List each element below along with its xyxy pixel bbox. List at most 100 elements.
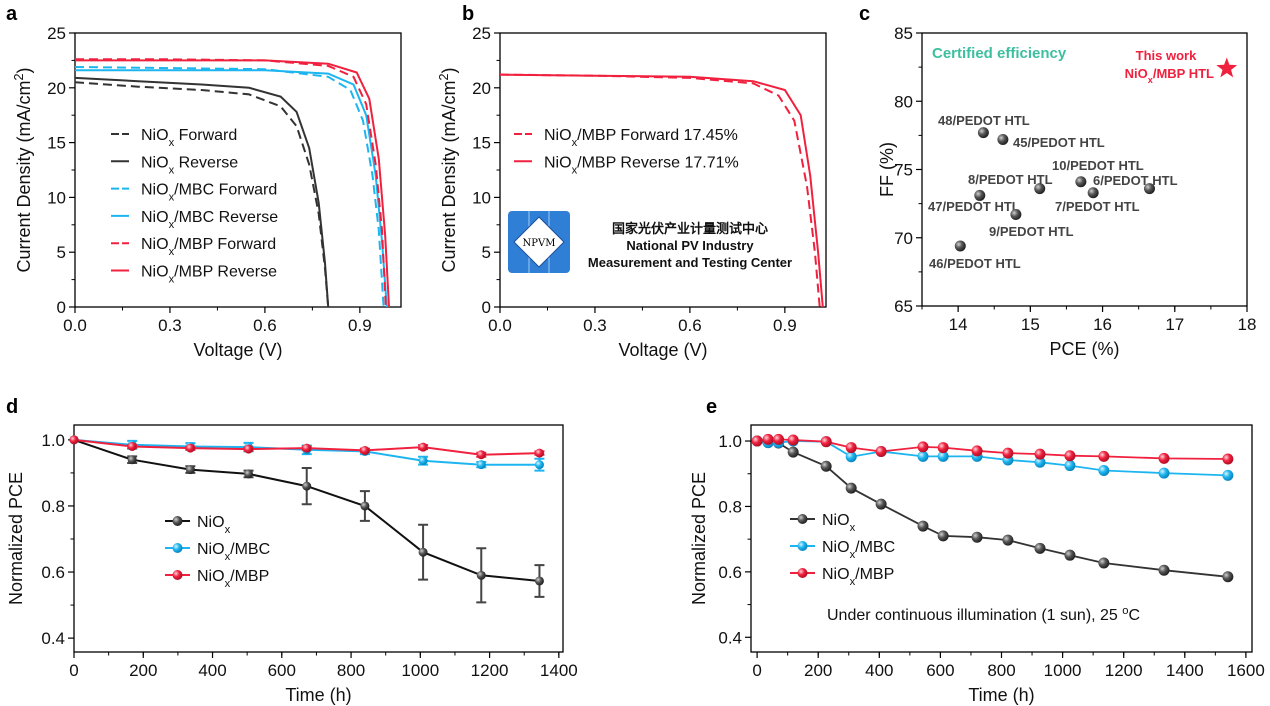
data-point: [1222, 571, 1234, 583]
legend-label: NiOx/MBP Forward 17.45%: [544, 127, 738, 149]
npvm-logo: NPVM: [508, 211, 570, 273]
scatter-point: [977, 127, 989, 139]
data-point: [875, 498, 887, 510]
legend-marker: [797, 514, 808, 524]
panel-label: b: [462, 3, 474, 25]
x-tick-label: 400: [865, 661, 893, 680]
y-axis-title: Current Density (mA/cm2): [12, 67, 34, 272]
y-tick-label: 0.6: [41, 563, 65, 582]
test-condition-annotation: Under continuous illumination (1 sun), 2…: [827, 605, 1140, 624]
x-tick-label: 0.0: [63, 316, 87, 335]
legend-marker: [172, 516, 183, 526]
legend-label: NiOx Reverse: [141, 154, 238, 176]
y-axis-title: Normalized PCE: [689, 472, 709, 605]
x-tick-label: 0.3: [583, 316, 607, 335]
y-tick-label: 5: [57, 243, 66, 262]
data-point: [244, 444, 254, 454]
legend-marker: [172, 543, 183, 553]
panel-d: 0 200 400 600 800 1000 1200 1400 0.4 0.6 0.8 1.0 Tim…: [6, 396, 578, 705]
x-tick-label: 1600: [1227, 661, 1265, 680]
data-point: [360, 445, 370, 455]
scatter-point-label: 46/PEDOT HTL: [929, 256, 1021, 271]
x-tick-label: 1400: [540, 661, 578, 680]
data-point: [302, 443, 312, 453]
panel-b: 0.0 0.3 0.6 0.9 0 5 10 15 20 25 Voltage (V) Current…: [437, 3, 827, 360]
jv-curve: [75, 69, 388, 308]
y-tick-label: 15: [472, 134, 491, 153]
jv-curve: [75, 59, 390, 308]
scatter-point-label: 9/PEDOT HTL: [989, 224, 1074, 239]
scatter-point: [1010, 209, 1022, 221]
x-tick-label: 200: [129, 661, 157, 680]
data-point: [820, 436, 832, 448]
series-line: [756, 440, 1228, 578]
data-point: [302, 481, 312, 491]
data-point: [845, 451, 857, 463]
x-tick-label: 1200: [1105, 661, 1143, 680]
scatter-point: [1034, 183, 1046, 195]
jv-curve: [74, 76, 330, 308]
data-point: [534, 448, 544, 458]
scatter-point-label: 48/PEDOT HTL: [938, 113, 1030, 128]
data-point: [1098, 450, 1110, 462]
data-point: [1064, 549, 1076, 561]
x-tick-label: 17: [1165, 315, 1184, 334]
jv-curve: [74, 66, 385, 308]
y-axis-title: FF (%): [877, 142, 897, 197]
center-name-line1: National PV Industry: [626, 238, 754, 253]
data-point: [1158, 452, 1170, 464]
legend-label: NiOx/MBC: [197, 541, 270, 563]
data-point: [971, 445, 983, 457]
series-line: [73, 438, 540, 582]
y-tick-label: 0: [482, 298, 491, 317]
legend-label: NiOx/MBP: [822, 566, 894, 588]
scatter-point-label: 45/PEDOT HTL: [1013, 135, 1105, 150]
legend-label: NiOx/MBC Forward: [141, 182, 277, 204]
data-point: [1098, 557, 1110, 569]
y-axis-title: Current Density (mA/cm2): [437, 67, 459, 272]
center-name-line2: Measurement and Testing Center: [588, 255, 792, 270]
scatter-point-label: 47/PEDOT HTL: [928, 199, 1020, 214]
x-tick-label: 16: [1093, 315, 1112, 334]
data-point: [787, 434, 799, 446]
this-work-label: This work: [1136, 48, 1197, 63]
panel-label: a: [6, 3, 18, 25]
x-axis-title: Time (h): [968, 685, 1034, 705]
y-tick-label: 25: [472, 24, 491, 43]
x-tick-label: 0.6: [678, 316, 702, 335]
x-tick-label: 15: [1021, 315, 1040, 334]
scatter-point: [1075, 176, 1087, 188]
data-point: [1222, 469, 1234, 481]
legend-label: NiOx/MBP Reverse: [141, 264, 277, 286]
y-tick-label: 75: [894, 161, 913, 180]
scatter-point-label: 7/PEDOT HTL: [1055, 199, 1140, 214]
data-point: [244, 469, 254, 479]
scatter-point: [1144, 183, 1155, 195]
data-point: [762, 433, 774, 445]
data-point: [875, 445, 887, 457]
legend-label: NiOx: [822, 512, 856, 534]
y-tick-label: 1.0: [41, 431, 65, 450]
data-point: [1064, 460, 1076, 472]
this-work-htl-label: NiOx/MBP HTL: [1125, 66, 1214, 85]
y-tick-label: 0.4: [718, 628, 742, 647]
data-point: [1222, 453, 1234, 465]
data-point: [1002, 534, 1014, 546]
legend-label: NiOx Forward: [141, 127, 237, 149]
data-point: [937, 530, 949, 542]
data-point: [751, 435, 763, 447]
certified-efficiency-label: Certified efficiency: [932, 45, 1067, 62]
data-point: [787, 446, 799, 458]
scatter-point-label: 6/PEDOT HTL: [1093, 173, 1178, 188]
x-axis-title: Voltage (V): [618, 340, 707, 360]
legend-label: NiOx/MBP: [197, 568, 269, 590]
x-tick-label: 0.0: [488, 316, 512, 335]
data-point: [845, 482, 857, 494]
x-tick-label: 1400: [1166, 661, 1204, 680]
center-name-chinese: 国家光伏产业计量测试中心: [612, 221, 768, 236]
x-axis-title: Voltage (V): [193, 340, 282, 360]
data-point: [1064, 450, 1076, 462]
data-point: [418, 442, 428, 452]
data-point: [937, 450, 949, 462]
